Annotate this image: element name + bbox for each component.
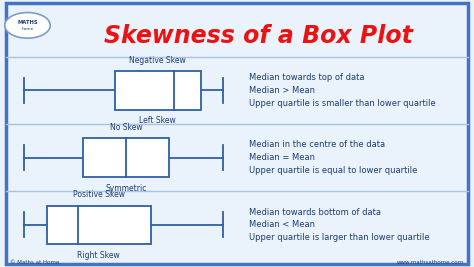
Text: Median in the centre of the data: Median in the centre of the data xyxy=(249,140,385,149)
Text: Symmetric: Symmetric xyxy=(105,184,146,193)
Bar xyxy=(46,206,151,244)
Text: © Maths at Home: © Maths at Home xyxy=(10,260,60,265)
Text: www.mathsathome.com: www.mathsathome.com xyxy=(396,260,464,265)
Text: Median = Mean: Median = Mean xyxy=(249,153,315,162)
Text: Median towards top of data: Median towards top of data xyxy=(249,73,365,82)
Text: MATHS: MATHS xyxy=(17,20,38,25)
Text: Upper quartile is smaller than lower quartile: Upper quartile is smaller than lower qua… xyxy=(249,99,436,108)
Text: Upper quartile is larger than lower quartile: Upper quartile is larger than lower quar… xyxy=(249,233,429,242)
Text: Median > Mean: Median > Mean xyxy=(249,86,315,95)
Text: home: home xyxy=(21,27,34,30)
Text: Median towards bottom of data: Median towards bottom of data xyxy=(249,207,381,217)
Circle shape xyxy=(5,13,50,38)
Text: Median < Mean: Median < Mean xyxy=(249,220,315,229)
Text: Positive Skew: Positive Skew xyxy=(73,190,125,199)
Bar xyxy=(115,71,201,110)
Text: Upper quartile is equal to lower quartile: Upper quartile is equal to lower quartil… xyxy=(249,166,417,175)
Text: Negative Skew: Negative Skew xyxy=(129,56,186,65)
Text: Left Skew: Left Skew xyxy=(139,116,176,125)
Text: Skewness of a Box Plot: Skewness of a Box Plot xyxy=(104,24,413,48)
Text: Right Skew: Right Skew xyxy=(77,251,120,260)
Bar xyxy=(83,138,169,177)
Text: No Skew: No Skew xyxy=(109,123,142,132)
